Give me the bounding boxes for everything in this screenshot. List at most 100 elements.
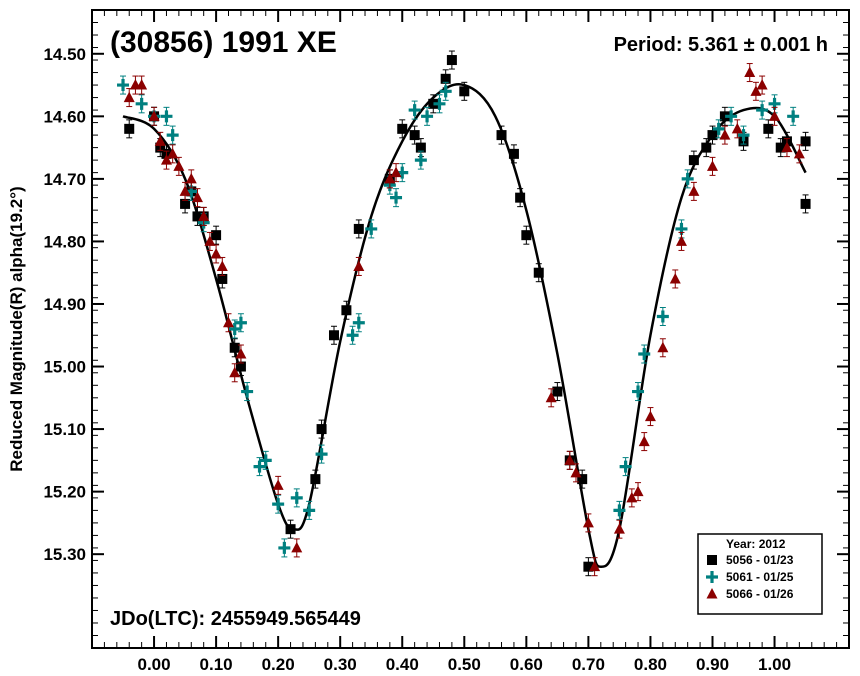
data-point — [409, 130, 420, 141]
data-point — [787, 110, 800, 123]
legend: Year: 2012 5056 - 01/23 5061 - 01/25 5066 … — [697, 533, 823, 615]
data-point — [421, 110, 434, 123]
data-point — [589, 560, 601, 572]
x-tick-label: 0.90 — [696, 655, 729, 674]
data-point — [191, 191, 203, 203]
data-point — [707, 130, 718, 141]
legend-marker-triangle — [706, 588, 718, 599]
data-point — [217, 273, 228, 284]
data-point — [259, 454, 272, 467]
data-point — [353, 223, 364, 234]
data-point — [644, 410, 656, 422]
legend-marker-plus — [706, 571, 718, 583]
data-point — [390, 166, 402, 178]
data-point — [712, 122, 725, 135]
data-point — [211, 230, 222, 241]
data-point — [769, 110, 781, 121]
data-point — [223, 316, 235, 328]
data-point — [229, 342, 240, 353]
data-point — [582, 516, 594, 528]
data-point — [167, 147, 179, 159]
data-point — [235, 361, 246, 372]
data-point — [415, 142, 426, 153]
data-point — [496, 130, 507, 141]
data-point — [192, 211, 203, 222]
data-point — [253, 460, 266, 473]
data-point — [290, 491, 303, 504]
y-tick-label: 15.10 — [43, 420, 86, 439]
data-point — [278, 541, 291, 554]
data-point — [583, 561, 594, 572]
data-point — [185, 172, 197, 184]
data-point — [428, 98, 439, 109]
data-point — [365, 222, 378, 235]
data-point — [303, 504, 316, 517]
x-tick-label: 0.10 — [200, 655, 233, 674]
y-tick-label: 14.50 — [43, 45, 86, 64]
data-point — [744, 66, 756, 78]
data-point — [179, 185, 191, 196]
data-point — [675, 235, 687, 246]
data-point — [352, 316, 365, 329]
data-points — [117, 50, 811, 577]
data-point — [341, 305, 352, 316]
data-point — [408, 104, 421, 117]
data-point — [285, 524, 296, 535]
data-point — [154, 135, 166, 146]
data-point — [669, 272, 681, 284]
y-tick-label: 14.90 — [43, 295, 86, 314]
data-point — [706, 160, 718, 171]
data-point — [316, 424, 327, 435]
data-point — [731, 122, 743, 134]
data-point — [439, 85, 452, 98]
x-tick-label: 0.50 — [448, 655, 481, 674]
x-tick-label: 0.70 — [572, 655, 605, 674]
data-point — [397, 123, 408, 134]
data-point — [737, 129, 750, 142]
data-point — [310, 474, 321, 485]
data-point — [515, 192, 526, 203]
legend-entries: 5056 - 01/23 5061 - 01/25 5066 - 01/26 — [706, 553, 794, 601]
data-point — [632, 485, 644, 497]
data-point — [632, 385, 645, 398]
data-point — [440, 73, 451, 84]
jdo-label: JDo(LTC): 2455949.565449 — [110, 608, 361, 630]
data-point — [414, 154, 427, 167]
x-tick-label: 0.20 — [262, 655, 295, 674]
data-point — [775, 142, 786, 153]
data-point — [241, 385, 254, 398]
x-tick-label: 0.30 — [324, 655, 357, 674]
data-point — [681, 172, 694, 185]
data-point — [160, 154, 172, 165]
data-point — [725, 110, 738, 123]
legend-marker-square — [707, 555, 717, 565]
data-point — [173, 160, 185, 171]
data-point — [328, 330, 339, 341]
data-point — [656, 310, 669, 323]
data-point — [124, 123, 135, 134]
data-point — [781, 141, 793, 153]
data-point — [577, 474, 588, 485]
data-point — [756, 104, 769, 117]
y-tick-label: 15.00 — [43, 358, 86, 377]
data-point — [446, 55, 457, 66]
legend-entry-label: 5061 - 01/25 — [726, 570, 794, 584]
data-point — [204, 235, 216, 246]
data-point — [701, 142, 712, 153]
data-point — [545, 391, 557, 403]
data-point — [234, 316, 247, 329]
data-point — [166, 129, 179, 142]
y-tick-label: 14.60 — [43, 107, 86, 126]
data-point — [719, 111, 730, 122]
data-point — [756, 79, 768, 90]
data-point — [272, 479, 284, 490]
series-triangle — [123, 63, 805, 577]
data-point — [384, 172, 396, 184]
y-tick-label: 14.80 — [43, 232, 86, 251]
data-point — [750, 85, 762, 96]
data-point — [180, 198, 191, 209]
data-point — [390, 191, 403, 204]
data-point — [229, 366, 241, 378]
data-point — [198, 210, 210, 221]
data-point — [619, 460, 632, 473]
